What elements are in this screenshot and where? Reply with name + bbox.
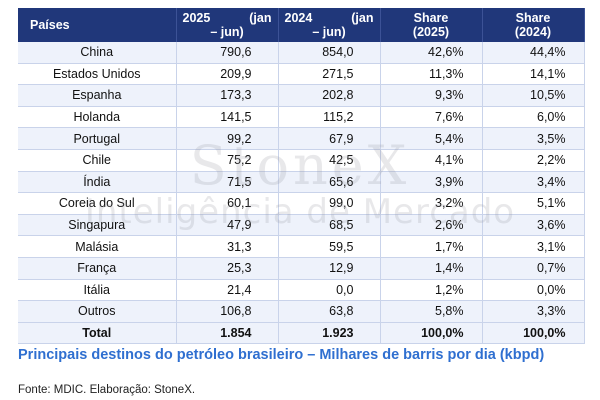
cell-2025: 31,3 xyxy=(176,235,279,258)
cell-country: Outros xyxy=(18,300,177,323)
source-note: Fonte: MDIC. Elaboração: StoneX. xyxy=(18,384,196,396)
cell-country: Malásia xyxy=(18,235,177,258)
cell-2025: 60,1 xyxy=(176,192,279,215)
cell-2025: 71,5 xyxy=(176,171,279,194)
cell-country: Índia xyxy=(18,171,177,194)
petroleum-destinations-table: Países 2025 (jan – jun) 2024 (jan – jun) S… xyxy=(18,8,585,345)
cell-country: Estados Unidos xyxy=(18,63,177,86)
cell-share-2024: 0,0% xyxy=(482,279,585,302)
table-row: Singapura 47,9 68,5 2,6% 3,6% xyxy=(18,214,585,237)
cell-country: Espanha xyxy=(18,84,177,107)
cell-share-2025: 2,6% xyxy=(380,214,483,237)
cell-country: Itália xyxy=(18,279,177,302)
cell-country: França xyxy=(18,257,177,280)
cell-2024: 68,5 xyxy=(278,214,381,237)
cell-share-2025: 3,2% xyxy=(380,192,483,215)
cell-2024: 854,0 xyxy=(278,42,381,64)
cell-share-2025: 5,4% xyxy=(380,127,483,150)
cell-share-2024: 3,3% xyxy=(482,300,585,323)
table-row: Chile 75,2 42,5 4,1% 2,2% xyxy=(18,149,585,172)
table-row: Itália 21,4 0,0 1,2% 0,0% xyxy=(18,279,585,302)
total-share-2024: 100,0% xyxy=(482,322,585,345)
cell-2024: 99,0 xyxy=(278,192,381,215)
header-share-2025: Share (2025) xyxy=(380,8,483,42)
cell-2024: 12,9 xyxy=(278,257,381,280)
cell-2025: 99,2 xyxy=(176,127,279,150)
table-header: Países 2025 (jan – jun) 2024 (jan – jun) S… xyxy=(18,8,585,42)
cell-2025: 790,6 xyxy=(176,42,279,64)
table-row: Estados Unidos 209,9 271,5 11,3% 14,1% xyxy=(18,63,585,86)
cell-2024: 271,5 xyxy=(278,63,381,86)
cell-share-2025: 4,1% xyxy=(380,149,483,172)
cell-2024: 42,5 xyxy=(278,149,381,172)
table-row: Portugal 99,2 67,9 5,4% 3,5% xyxy=(18,127,585,150)
header-country: Países xyxy=(18,8,177,42)
cell-2025: 47,9 xyxy=(176,214,279,237)
cell-share-2024: 3,4% xyxy=(482,171,585,194)
cell-share-2024: 6,0% xyxy=(482,106,585,129)
petroleum-destinations-table-container: Países 2025 (jan – jun) 2024 (jan – jun) S… xyxy=(18,8,585,345)
cell-2025: 21,4 xyxy=(176,279,279,302)
cell-2025: 209,9 xyxy=(176,63,279,86)
cell-share-2025: 1,2% xyxy=(380,279,483,302)
total-2025: 1.854 xyxy=(176,322,279,345)
cell-share-2025: 9,3% xyxy=(380,84,483,107)
cell-2025: 25,3 xyxy=(176,257,279,280)
cell-country: Coreia do Sul xyxy=(18,192,177,215)
cell-2024: 59,5 xyxy=(278,235,381,258)
cell-share-2024: 10,5% xyxy=(482,84,585,107)
cell-share-2024: 14,1% xyxy=(482,63,585,86)
cell-share-2025: 11,3% xyxy=(380,63,483,86)
table-row: Outros 106,8 63,8 5,8% 3,3% xyxy=(18,300,585,323)
cell-country: Portugal xyxy=(18,127,177,150)
header-2025: 2025 (jan – jun) xyxy=(176,8,279,42)
cell-share-2025: 42,6% xyxy=(380,42,483,64)
cell-country: Chile xyxy=(18,149,177,172)
cell-share-2024: 3,1% xyxy=(482,235,585,258)
total-row: Total 1.854 1.923 100,0% 100,0% xyxy=(18,322,585,345)
cell-2025: 141,5 xyxy=(176,106,279,129)
total-share-2025: 100,0% xyxy=(380,322,483,345)
header-2024: 2024 (jan – jun) xyxy=(278,8,381,42)
cell-country: Holanda xyxy=(18,106,177,129)
cell-2024: 67,9 xyxy=(278,127,381,150)
total-label: Total xyxy=(18,322,177,345)
table-row: Coreia do Sul 60,1 99,0 3,2% 5,1% xyxy=(18,192,585,215)
table-row: Malásia 31,3 59,5 1,7% 3,1% xyxy=(18,235,585,258)
cell-share-2024: 2,2% xyxy=(482,149,585,172)
cell-2024: 202,8 xyxy=(278,84,381,107)
cell-share-2025: 1,7% xyxy=(380,235,483,258)
table-row: Espanha 173,3 202,8 9,3% 10,5% xyxy=(18,84,585,107)
cell-share-2024: 5,1% xyxy=(482,192,585,215)
cell-share-2025: 7,6% xyxy=(380,106,483,129)
table-row: Holanda 141,5 115,2 7,6% 6,0% xyxy=(18,106,585,129)
cell-2024: 0,0 xyxy=(278,279,381,302)
cell-2024: 115,2 xyxy=(278,106,381,129)
table-body: China 790,6 854,0 42,6% 44,4% Estados Un… xyxy=(18,42,585,345)
table-row: França 25,3 12,9 1,4% 0,7% xyxy=(18,257,585,280)
header-row: Países 2025 (jan – jun) 2024 (jan – jun) S… xyxy=(18,8,585,42)
table-caption: Principais destinos do petróleo brasilei… xyxy=(18,347,545,363)
cell-share-2025: 5,8% xyxy=(380,300,483,323)
cell-2025: 106,8 xyxy=(176,300,279,323)
total-2024: 1.923 xyxy=(278,322,381,345)
cell-country: China xyxy=(18,42,177,64)
table-row: China 790,6 854,0 42,6% 44,4% xyxy=(18,42,585,64)
cell-share-2024: 0,7% xyxy=(482,257,585,280)
cell-share-2025: 3,9% xyxy=(380,171,483,194)
cell-country: Singapura xyxy=(18,214,177,237)
cell-share-2024: 44,4% xyxy=(482,42,585,64)
cell-share-2025: 1,4% xyxy=(380,257,483,280)
table-row: Índia 71,5 65,6 3,9% 3,4% xyxy=(18,171,585,194)
header-share-2024: Share (2024) xyxy=(482,8,585,42)
cell-2024: 63,8 xyxy=(278,300,381,323)
cell-2025: 75,2 xyxy=(176,149,279,172)
cell-2025: 173,3 xyxy=(176,84,279,107)
cell-share-2024: 3,5% xyxy=(482,127,585,150)
cell-share-2024: 3,6% xyxy=(482,214,585,237)
cell-2024: 65,6 xyxy=(278,171,381,194)
